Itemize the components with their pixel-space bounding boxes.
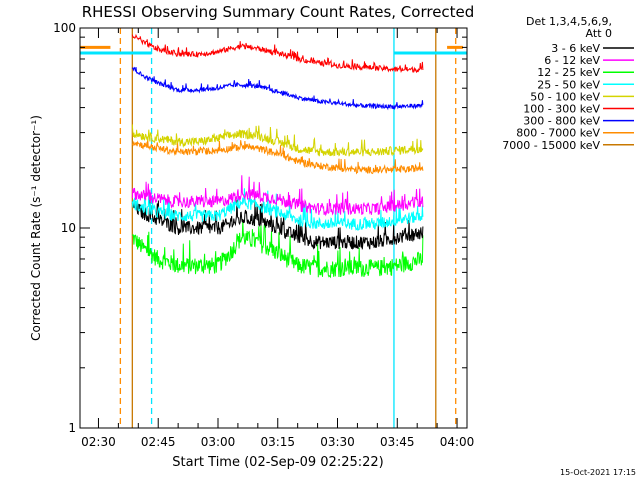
series-layer bbox=[131, 33, 424, 279]
x-tick-label: 03:45 bbox=[380, 435, 415, 449]
legend-entry-label: 800 - 7000 keV bbox=[516, 127, 600, 140]
series-line bbox=[131, 199, 424, 250]
series-line bbox=[131, 219, 424, 279]
legend-header: Det 1,3,4,5,6,9, bbox=[526, 15, 612, 28]
x-axis-label: Start Time (02-Sep-09 02:25:22) bbox=[172, 455, 383, 470]
legend-entry-label: 50 - 100 keV bbox=[530, 90, 600, 103]
y-tick-label: 100 bbox=[53, 21, 76, 35]
y-axis: 1 10 100 bbox=[53, 21, 467, 435]
series-line bbox=[131, 138, 424, 175]
legend-entry-label: 7000 - 15000 keV bbox=[502, 139, 600, 152]
legend-entry-label: 6 - 12 keV bbox=[544, 54, 600, 67]
vertical-markers bbox=[119, 28, 457, 428]
legend-entry-label: 12 - 25 keV bbox=[537, 66, 600, 79]
footer-timestamp: 15-Oct-2021 17:15 bbox=[560, 468, 636, 477]
series-line bbox=[131, 188, 424, 231]
y-axis-label: Corrected Count Rate (s⁻¹ detector⁻¹) bbox=[29, 115, 43, 341]
x-tick-label: 04:00 bbox=[440, 435, 475, 449]
x-tick-label: 03:15 bbox=[260, 435, 295, 449]
legend-entry-label: 25 - 50 keV bbox=[537, 78, 600, 91]
series-line bbox=[131, 66, 424, 111]
flag-bars bbox=[80, 45, 467, 55]
x-tick-label: 03:00 bbox=[201, 435, 236, 449]
legend-entry-label: 300 - 800 keV bbox=[523, 115, 600, 128]
x-tick-label: 02:45 bbox=[141, 435, 176, 449]
x-tick-label: 02:30 bbox=[81, 435, 116, 449]
y-tick-label: 1 bbox=[68, 421, 76, 435]
y-tick-label: 10 bbox=[61, 221, 76, 235]
series-line bbox=[131, 33, 424, 74]
legend-header: Att 0 bbox=[586, 27, 612, 40]
series-line bbox=[131, 124, 424, 157]
legend-entry-label: 100 - 300 keV bbox=[523, 103, 600, 116]
legend-entry-label: 3 - 6 keV bbox=[551, 42, 600, 55]
series-line bbox=[131, 175, 424, 217]
chart-title: RHESSI Observing Summary Count Rates, Co… bbox=[82, 3, 475, 21]
x-tick-label: 03:30 bbox=[320, 435, 355, 449]
x-axis: 02:30 02:45 03:00 03:15 03:30 03:45 04:00 bbox=[81, 28, 474, 449]
